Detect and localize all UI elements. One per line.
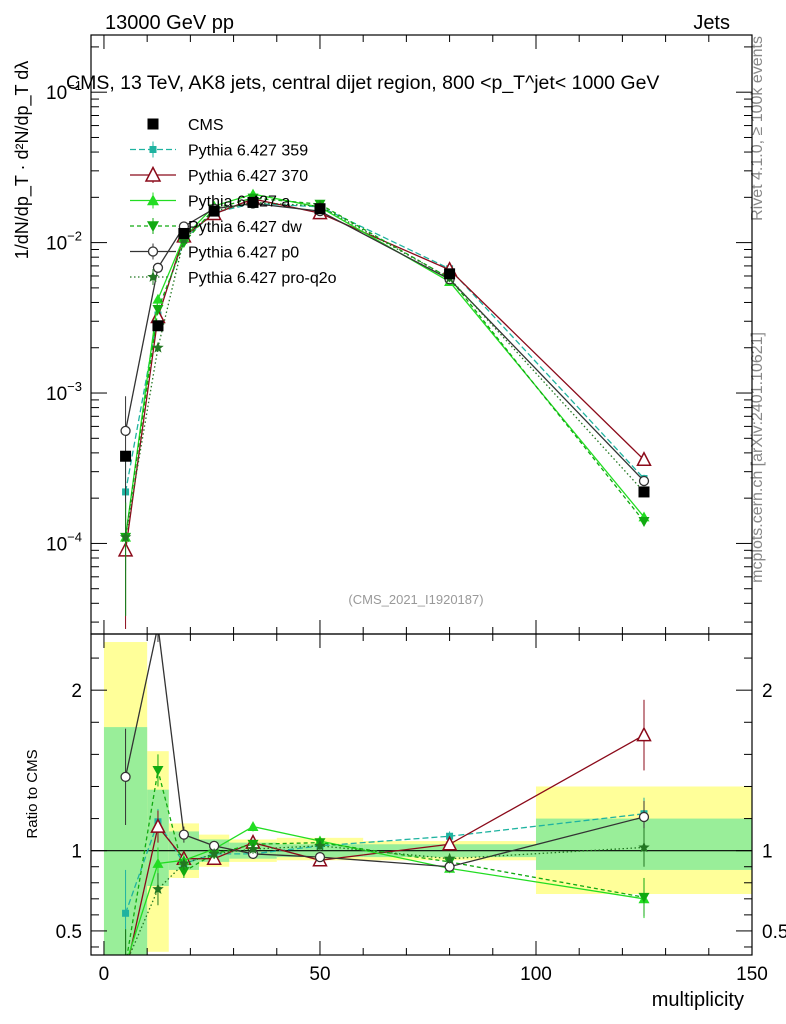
ratio-line xyxy=(124,813,645,914)
data-marker xyxy=(152,766,164,776)
series-line xyxy=(124,193,645,538)
legend: CMS Pythia 6.427 359 Pythia 6.427 370 Pythi… xyxy=(130,117,337,287)
data-marker xyxy=(153,621,162,630)
legend-label: Pythia 6.427 359 xyxy=(188,143,308,160)
data-marker xyxy=(247,196,259,208)
legend-label: Pythia 6.427 pro-q2o xyxy=(188,270,337,287)
y-tick-label: 10−2 xyxy=(46,229,82,255)
data-marker xyxy=(152,858,164,868)
data-marker xyxy=(638,486,650,498)
data-marker xyxy=(147,246,159,257)
ratio-line xyxy=(128,845,645,955)
y-tick-label: 10−3 xyxy=(46,379,82,405)
y-axis-label-ratio: Ratio to CMS xyxy=(24,749,41,838)
data-marker xyxy=(122,909,130,917)
data-marker xyxy=(119,531,132,543)
ratio-tick-label-right: 1 xyxy=(762,842,773,863)
data-marker xyxy=(636,726,652,742)
data-marker xyxy=(178,829,190,840)
ratio-tick-label-right: 0.5 xyxy=(762,922,786,943)
rivet-version-label: Rivet 4.1.0, ≥ 100k events xyxy=(749,36,766,221)
data-marker xyxy=(147,271,159,282)
data-marker xyxy=(208,205,220,217)
data-marker xyxy=(443,852,456,864)
data-marker xyxy=(638,517,650,527)
analysis-id: (CMS_2021_I1920187) xyxy=(348,592,483,607)
data-marker xyxy=(152,341,164,353)
ratio-axis-ticks: 0 50 100 150 0.5 0.5 1 1 2 2 xyxy=(56,634,786,985)
ratio-bands xyxy=(103,642,752,955)
data-marker xyxy=(441,835,458,851)
y-tick-label: 10−4 xyxy=(46,529,82,555)
data-marker xyxy=(147,118,159,130)
data-marker xyxy=(208,847,220,859)
data-marker xyxy=(638,475,650,487)
data-marker xyxy=(638,841,650,853)
data-marker xyxy=(247,821,259,831)
ratio-tick-label-left: 2 xyxy=(71,681,82,702)
data-marker xyxy=(638,811,650,823)
data-marker xyxy=(120,959,131,969)
x-axis-label: multiplicity xyxy=(652,989,744,1011)
data-marker xyxy=(638,892,650,903)
ratio-frame xyxy=(90,633,753,956)
x-tick-label: 50 xyxy=(309,964,330,985)
data-marker xyxy=(636,451,652,467)
data-marker xyxy=(120,771,131,782)
main-panel: 10−4 10−3 10−2 10−1 CMS, 13 TeV, AK8 jets, … xyxy=(46,34,753,635)
legend-label: Pythia 6.427 370 xyxy=(188,168,308,185)
series-line xyxy=(124,201,645,538)
data-marker xyxy=(247,843,259,854)
ratio-line xyxy=(127,825,645,955)
legend-label: Pythia 6.427 dw xyxy=(188,219,302,236)
data-marker xyxy=(120,959,131,970)
data-marker xyxy=(147,221,159,232)
main-axis-ticks: 10−4 10−3 10−2 10−1 xyxy=(46,35,753,634)
data-marker xyxy=(119,966,132,979)
data-marker xyxy=(178,227,190,239)
ratio-tick-label-left: 1 xyxy=(71,842,82,863)
x-tick-label: 150 xyxy=(736,964,768,985)
legend-label: Pythia 6.427 a xyxy=(188,194,290,211)
series-line xyxy=(124,197,645,538)
ratio-panel: 0 50 100 150 0.5 0.5 1 1 2 2 xyxy=(56,621,786,985)
data-marker xyxy=(314,839,326,851)
x-tick-label: 100 xyxy=(520,964,552,985)
legend-label: Pythia 6.427 p0 xyxy=(188,245,299,262)
data-marker xyxy=(314,203,326,215)
data-marker xyxy=(144,165,162,182)
y-tick-label: 10−1 xyxy=(46,78,82,104)
data-marker xyxy=(150,817,166,833)
data-marker xyxy=(152,320,164,332)
ratio-tick-label-left: 0.5 xyxy=(56,922,82,943)
x-tick-label: 0 xyxy=(99,964,110,985)
data-marker xyxy=(178,857,190,869)
chart-title: CMS, 13 TeV, AK8 jets, central dijet reg… xyxy=(66,72,659,94)
ratio-tick-label-right: 2 xyxy=(762,681,773,702)
data-marker xyxy=(120,425,131,437)
data-marker xyxy=(152,883,164,894)
data-marker xyxy=(149,146,157,153)
ratio-line xyxy=(124,634,645,868)
data-marker xyxy=(152,262,164,273)
ratio-series xyxy=(119,621,652,979)
legend-label: CMS xyxy=(188,117,224,134)
data-marker xyxy=(444,861,455,872)
data-marker xyxy=(152,304,164,315)
data-marker xyxy=(120,450,132,462)
header-right: Jets xyxy=(693,12,730,34)
mcplots-label: mcplots.cern.ch [arXiv:2401.10621] xyxy=(749,332,766,583)
main-series xyxy=(117,188,652,629)
header-left: 13000 GeV pp xyxy=(105,12,234,34)
data-marker xyxy=(444,268,456,280)
data-marker xyxy=(120,960,131,970)
y-axis-label-main: 1/dN/dp_T · d²N/dp_T dλ xyxy=(12,61,33,259)
data-marker xyxy=(147,194,159,206)
data-marker xyxy=(178,867,190,878)
data-marker xyxy=(314,851,326,863)
